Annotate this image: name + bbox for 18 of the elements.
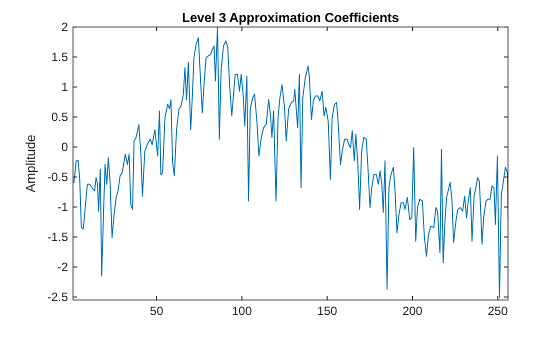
x-tick-label: 100 [232,304,252,318]
y-axis-title: Amplitude [23,134,38,192]
y-tick-label: -1 [57,200,68,214]
x-tick-label: 200 [402,304,423,318]
x-tick-label: 50 [150,304,164,318]
y-tick-label: -2 [57,260,68,274]
y-tick-label: 0 [61,140,68,154]
y-tick-label: 1.5 [51,50,68,64]
line-series [73,27,508,298]
y-tick-label: 2 [61,20,68,34]
y-tick-label: 1 [61,80,68,94]
chart-title: Level 3 Approximation Coefficients [182,10,399,25]
x-tick-label: 150 [317,304,338,318]
y-tick-label: -0.5 [47,170,68,184]
y-tick-label: 0.5 [51,110,68,124]
y-tick-label: -1.5 [47,230,68,244]
y-tick-label: -2.5 [47,290,68,304]
x-tick-label: 250 [488,304,508,318]
